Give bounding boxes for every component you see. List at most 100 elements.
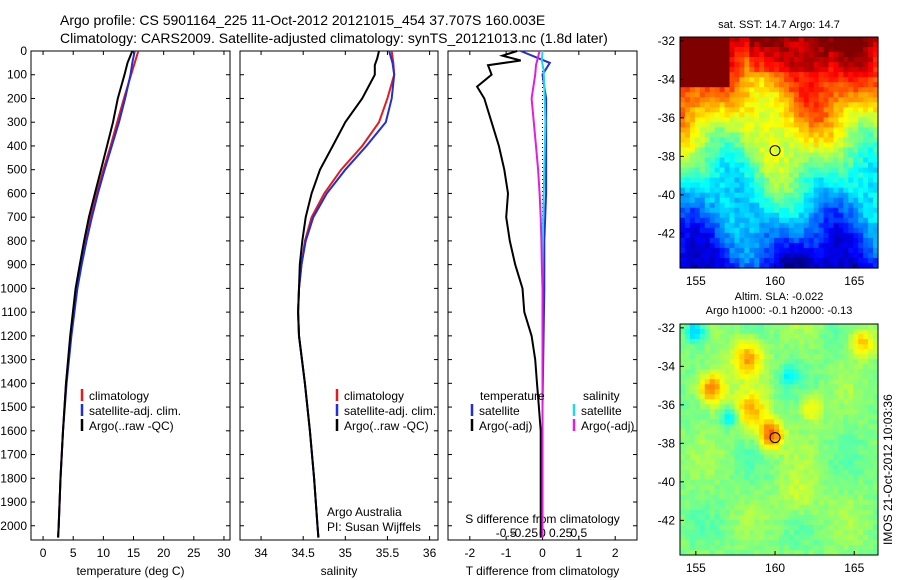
heatmap-cell [734, 499, 740, 506]
heatmap-cell [783, 122, 790, 128]
heatmap-cell [838, 257, 844, 264]
heatmap-cell [714, 187, 721, 194]
heatmap-cell [828, 237, 835, 244]
heatmap-cell [868, 549, 874, 556]
heatmap-cell [818, 524, 825, 531]
heatmap-cell [714, 549, 721, 556]
heatmap-cell [833, 252, 839, 259]
heatmap-cell [704, 87, 711, 93]
heatmap-cell [704, 97, 711, 103]
heatmap-cell [680, 324, 686, 330]
heatmap-cell [783, 77, 790, 83]
heatmap-cell [813, 132, 820, 139]
heatmap-cell [823, 404, 830, 410]
legend-item: Argo(..raw -QC) [89, 419, 174, 433]
heatmap-cell [764, 469, 770, 476]
heatmap-cell [769, 47, 775, 53]
heatmap-cell [823, 177, 830, 184]
heatmap-cell [714, 157, 721, 164]
heatmap-cell [704, 147, 711, 154]
heatmap-cell [699, 369, 706, 375]
heatmap-cell [788, 157, 795, 164]
heatmap-cell [798, 449, 805, 456]
heatmap-cell [719, 37, 726, 43]
heatmap-cell [739, 157, 745, 164]
heatmap-cell [729, 157, 736, 164]
heatmap-cell [699, 247, 706, 254]
heatmap-cell [843, 464, 849, 471]
heatmap-cell [803, 242, 810, 249]
x-tick-label: 34.5 [292, 546, 316, 560]
heatmap-cell [798, 182, 805, 189]
heatmap-cell [714, 354, 721, 360]
heatmap-cell [749, 62, 755, 68]
heatmap-cell [714, 524, 721, 531]
heatmap-cell [873, 439, 879, 446]
heatmap-cell [833, 47, 839, 53]
heatmap-cell [769, 389, 775, 395]
heatmap-cell [833, 454, 839, 461]
heatmap-cell [729, 77, 736, 83]
heatmap-cell [838, 192, 844, 199]
heatmap-cell [833, 212, 839, 219]
heatmap-cell [828, 157, 835, 164]
heatmap-cell [744, 77, 750, 83]
heatmap-cell [709, 349, 716, 355]
heatmap-cell [808, 544, 815, 551]
heatmap-cell [783, 334, 790, 340]
heatmap-cell [684, 172, 691, 179]
heatmap-cell [783, 424, 790, 431]
heatmap-cell [868, 494, 874, 501]
heatmap-cell [749, 329, 755, 335]
heatmap-cell [684, 207, 691, 214]
heatmap-cell [764, 519, 770, 526]
heatmap-cell [729, 534, 736, 541]
heatmap-cell [694, 349, 701, 355]
heatmap-cell [873, 227, 879, 234]
heatmap-cell [798, 364, 805, 370]
heatmap-cell [680, 444, 686, 451]
heatmap-cell [813, 227, 820, 234]
heatmap-cell [848, 107, 854, 113]
difference-panel: -2 -1 0 1 2T difference from climatology-0.5… [447, 50, 638, 578]
heatmap-cell [709, 42, 716, 48]
heatmap-cell [774, 324, 780, 330]
heatmap-cell [719, 364, 726, 370]
heatmap-cell [838, 52, 844, 58]
heatmap-cell [729, 97, 736, 103]
heatmap-cell [769, 549, 775, 556]
heatmap-cell [858, 212, 864, 219]
heatmap-cell [774, 374, 780, 380]
heatmap-cell [808, 252, 815, 259]
heatmap-cell [739, 504, 745, 511]
heatmap-cell [739, 384, 745, 390]
heatmap-cell [863, 349, 869, 355]
heatmap-cell [873, 379, 879, 385]
heatmap-cell [858, 434, 864, 441]
heatmap-cell [828, 52, 835, 58]
heatmap-cell [823, 539, 830, 546]
heatmap-cell [684, 549, 691, 556]
heatmap-cell [694, 374, 701, 380]
heatmap-cell [774, 359, 780, 365]
heatmap-cell [783, 97, 790, 103]
heatmap-cell [808, 182, 815, 189]
heatmap-cell [739, 529, 745, 536]
heatmap-cell [783, 112, 790, 118]
heatmap-cell [754, 349, 760, 355]
heatmap-cell [848, 414, 854, 421]
heatmap-cell [838, 539, 844, 546]
heatmap-cell [793, 122, 800, 128]
heatmap-cell [680, 474, 686, 481]
heatmap-cell [689, 252, 696, 259]
heatmap-cell [793, 142, 800, 149]
heatmap-cell [803, 514, 810, 521]
heatmap-cell [704, 369, 711, 375]
heatmap-cell [863, 227, 869, 234]
heatmap-cell [709, 162, 716, 169]
heatmap-cell [734, 242, 740, 249]
heatmap-cell [709, 434, 716, 441]
heatmap-cell [714, 324, 721, 330]
heatmap-cell [848, 344, 854, 350]
heatmap-cell [719, 117, 726, 123]
